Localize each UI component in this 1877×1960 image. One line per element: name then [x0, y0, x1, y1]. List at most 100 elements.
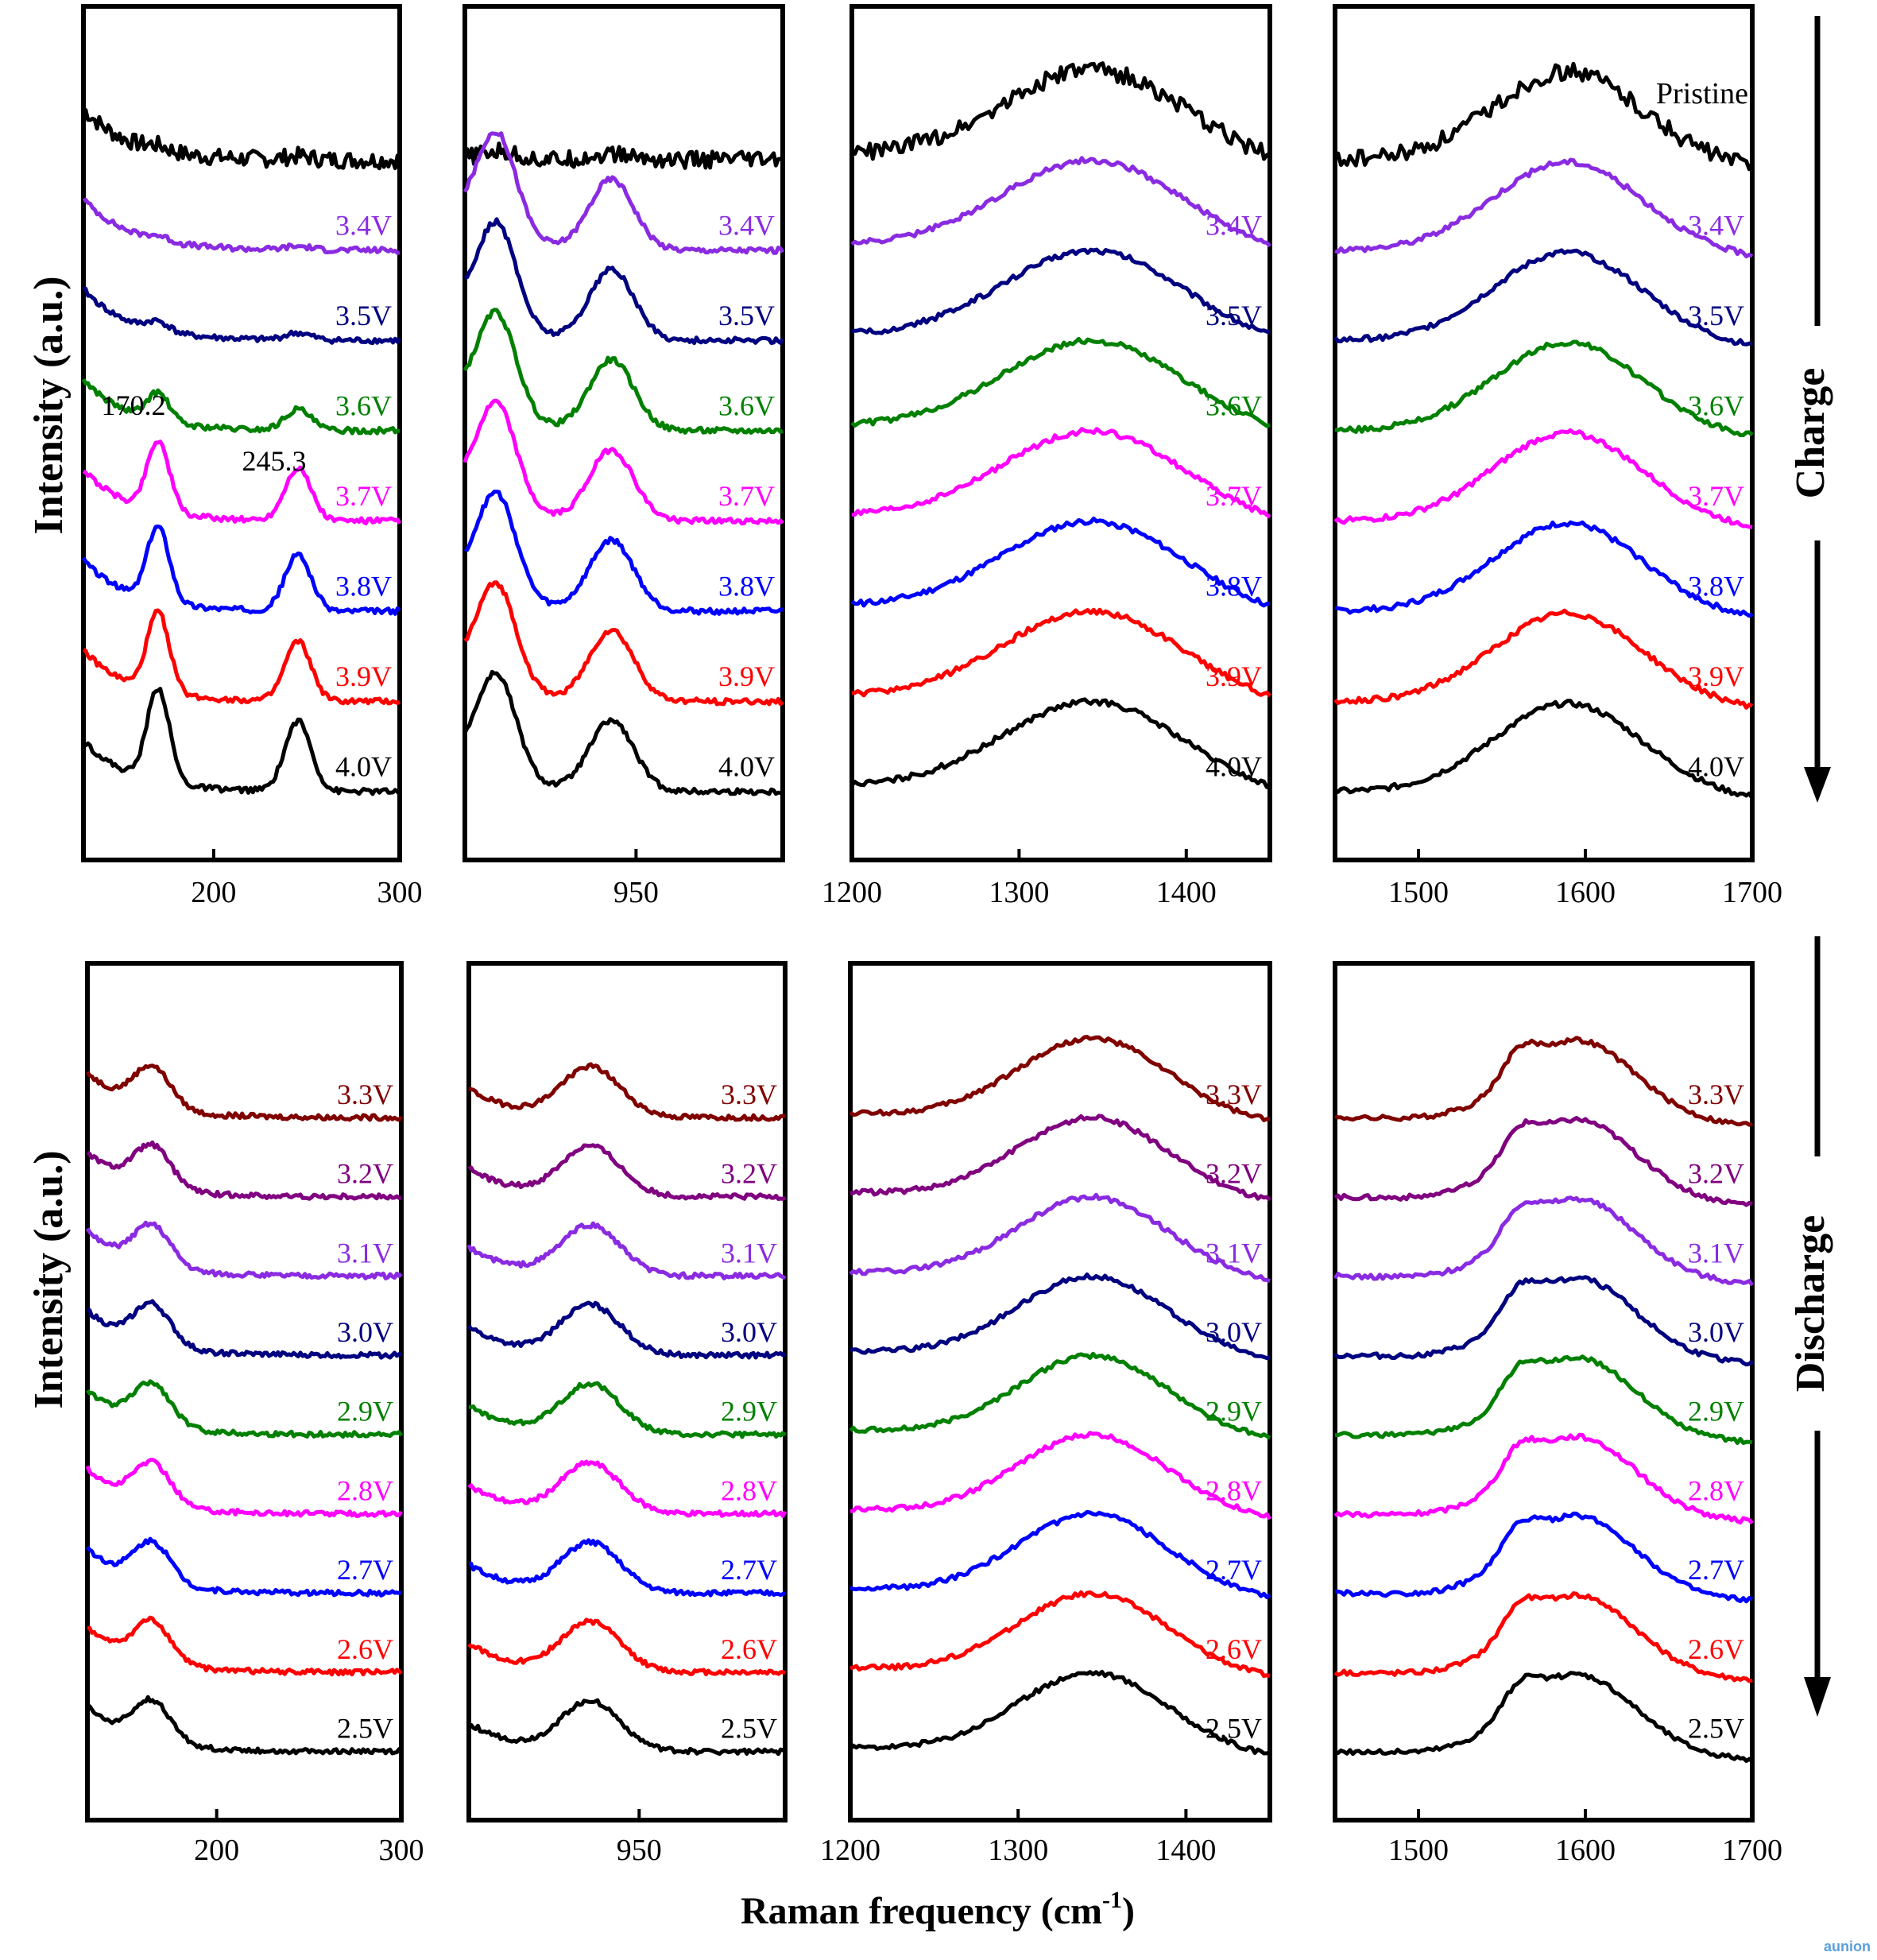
- spectrum-3-9V: [463, 580, 784, 707]
- spectrum-3-4V: [83, 197, 401, 255]
- panel-charge-4: 1500 1600 1700 3.4V 3.5V 3.6V 3.7V 3.8V 3.9V 4.0V: [1333, 4, 1782, 909]
- spectrum-3-2V: [1333, 1116, 1754, 1207]
- x-axis-label: Raman frequency (cm-1): [741, 1887, 1135, 1932]
- series-label-2-9V: 2.9V: [337, 1396, 393, 1427]
- series-label-2-7V: 2.7V: [337, 1554, 393, 1586]
- panel-frame: [466, 961, 788, 1822]
- discharge-arrow-head: [1804, 1677, 1831, 1717]
- y-axis-label-discharge: Intensity (a.u.): [26, 1150, 72, 1408]
- x-tick-label: 1700: [1722, 1834, 1782, 1867]
- panel-charge-1: 200 300 3.4V 3.5V 3.6V 3.7V 3.8V 3.9V 4.0V: [81, 4, 423, 909]
- spectrum-4-0V: [850, 697, 1271, 790]
- series-label-3-4V: 3.4V: [718, 209, 775, 241]
- series-label-3-0V: 3.0V: [1206, 1316, 1262, 1348]
- spectrum-2-8V: [849, 1431, 1272, 1520]
- spectrum-3-2V: [86, 1140, 402, 1201]
- spectrum-3-5V: [1333, 248, 1753, 347]
- x-tick-label: 950: [617, 1834, 662, 1867]
- spectrum-3-0V: [87, 1299, 402, 1360]
- series-label-4-0V: 4.0V: [335, 750, 392, 782]
- series-label-2-9V: 2.9V: [1688, 1396, 1744, 1427]
- x-axis-label-close: ): [1122, 1890, 1135, 1932]
- series-label-3-2V: 3.2V: [1688, 1158, 1744, 1190]
- discharge-label: Discharge: [1788, 1215, 1833, 1392]
- spectrum-2-6V: [849, 1590, 1271, 1679]
- spectrum-3-7V: [462, 398, 784, 526]
- series-label-3-8V: 3.8V: [1688, 570, 1744, 602]
- series-label-3-6V: 3.6V: [335, 389, 392, 421]
- spectrum-3-8V: [850, 516, 1270, 608]
- series-label-2-8V: 2.8V: [1688, 1474, 1744, 1506]
- series-label-3-3V: 3.3V: [1688, 1079, 1744, 1110]
- x-tick-label: 1300: [988, 1834, 1048, 1867]
- spectrum-3-3V: [1334, 1036, 1754, 1127]
- series-label-2-9V: 2.9V: [1206, 1396, 1262, 1427]
- series-label-2-7V: 2.7V: [1206, 1554, 1262, 1586]
- panel-frame: [81, 4, 402, 862]
- spectrum-2-7V: [86, 1536, 402, 1598]
- series-label-2-5V: 2.5V: [1688, 1713, 1744, 1745]
- spectrum-2-7V: [468, 1538, 787, 1598]
- spectrum-2-9V: [468, 1381, 787, 1439]
- spectrum-3-6V: [81, 378, 401, 436]
- spectrum-2-8V: [467, 1459, 788, 1518]
- watermark-logo: aunion: [1824, 1939, 1871, 1954]
- series-label-3-0V: 3.0V: [337, 1316, 393, 1348]
- series-label-3-5V: 3.5V: [335, 300, 392, 331]
- spectrum-2-9V: [85, 1379, 404, 1439]
- series-label-3-9V: 3.9V: [335, 660, 392, 692]
- series-label-3-6V: 3.6V: [718, 389, 775, 421]
- spectrum-3-0V: [1333, 1275, 1754, 1367]
- series-label-3-1V: 3.1V: [721, 1237, 777, 1269]
- series-label-3-7V: 3.7V: [718, 480, 775, 512]
- series-label-3-4V: 3.4V: [1206, 209, 1262, 241]
- x-tick-label: 1200: [820, 1834, 880, 1867]
- spectrum-3-9V: [851, 607, 1271, 698]
- x-tick-label: 1700: [1722, 876, 1782, 909]
- series-label-4-0V: 4.0V: [1206, 750, 1262, 782]
- series-label-3-8V: 3.8V: [1206, 570, 1262, 602]
- x-tick-label: 1500: [1388, 876, 1449, 909]
- spectrum-3-8V: [1334, 520, 1754, 618]
- spectrum-3-5V: [463, 217, 785, 346]
- spectrum-3-1V: [85, 1220, 403, 1280]
- panel-frame: [1333, 961, 1755, 1822]
- spectrum-3-0V: [849, 1272, 1271, 1361]
- x-axis-label-sup: -1: [1102, 1887, 1122, 1913]
- x-axis-label-main: Raman frequency (cm: [741, 1890, 1102, 1932]
- series-label-3-7V: 3.7V: [1688, 480, 1744, 512]
- series-label-3-9V: 3.9V: [718, 660, 775, 692]
- panel-frame: [848, 961, 1272, 1822]
- charge-label: Charge: [1788, 368, 1833, 499]
- spectrum-3-1V: [1333, 1195, 1755, 1287]
- x-tick-label: 1300: [989, 876, 1049, 909]
- series-label-4-0V: 4.0V: [1688, 750, 1744, 782]
- series-label-3-1V: 3.1V: [1206, 1237, 1262, 1269]
- spectrum-3-0V: [466, 1300, 786, 1360]
- x-tick-label: 1400: [1156, 876, 1217, 909]
- series-label-3-6V: 3.6V: [1206, 389, 1262, 421]
- panel-discharge-2: 950 3.3V 3.2V 3.1V 3.0V 2.9V 2.8V 2.7V 2.6V 2.5V: [466, 961, 788, 1867]
- x-tick-label: 1400: [1155, 1834, 1216, 1867]
- panels-layer: 200 300 3.4V 3.5V 3.6V 3.7V 3.8V 3.9V 4.0V 950 3.4…: [81, 4, 1782, 1867]
- spectrum-4-0V: [1335, 699, 1755, 800]
- spectrum-Pristine: [850, 61, 1271, 161]
- series-label-2-8V: 2.8V: [1206, 1474, 1262, 1506]
- spectrum-3-4V: [850, 156, 1271, 248]
- pristine-label: Pristine: [1656, 77, 1748, 110]
- series-label-3-2V: 3.2V: [721, 1158, 777, 1190]
- spectrum-2-6V: [467, 1617, 787, 1676]
- x-tick-label: 300: [377, 876, 423, 909]
- spectrum-3-4V: [1334, 157, 1754, 258]
- x-tick-label: 300: [379, 1834, 424, 1867]
- series-label-2-8V: 2.8V: [337, 1474, 393, 1506]
- charge-arrow-head: [1804, 767, 1831, 803]
- labels-layer: Intensity (a.u.) Intensity (a.u.) Raman …: [26, 77, 1833, 1932]
- series-label-3-2V: 3.2V: [1206, 1158, 1262, 1190]
- series-label-2-7V: 2.7V: [1688, 1554, 1744, 1586]
- panel-frame: [849, 4, 1272, 862]
- spectrum-3-8V: [81, 524, 401, 616]
- spectrum-2-5V: [86, 1695, 402, 1756]
- spectrum-3-7V: [1333, 428, 1753, 529]
